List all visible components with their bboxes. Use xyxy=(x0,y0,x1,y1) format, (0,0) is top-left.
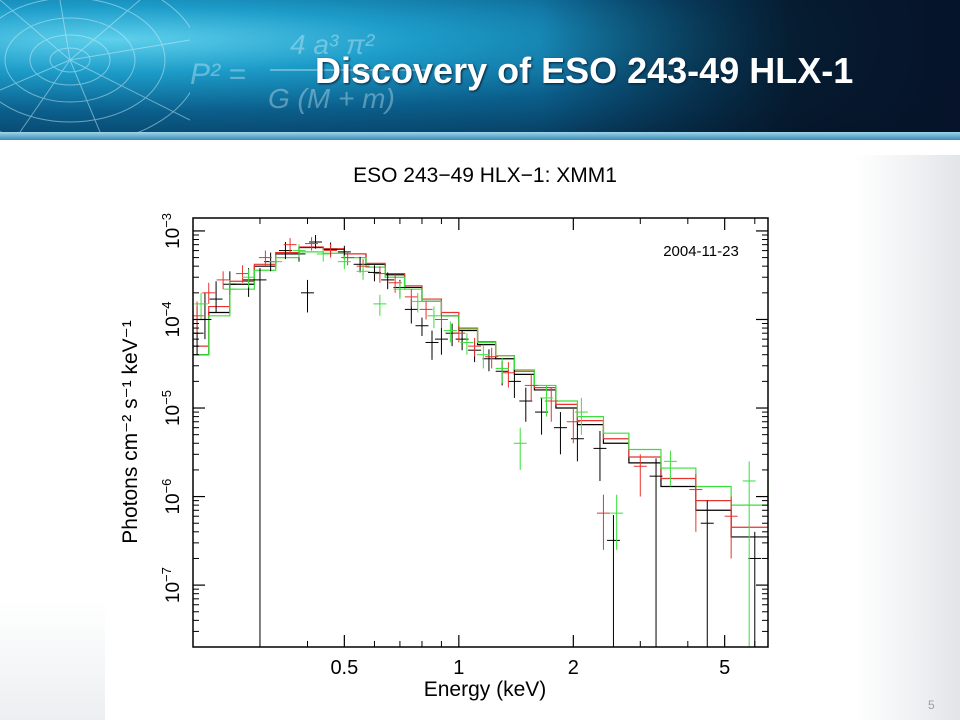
data-point xyxy=(519,387,533,422)
page-number: 5 xyxy=(928,698,935,712)
x-tick-label: 2 xyxy=(568,657,579,679)
data-point xyxy=(460,333,474,355)
data-point xyxy=(482,349,496,372)
data-point xyxy=(258,250,272,267)
y-tick-label: 10−6 xyxy=(159,479,184,515)
data-point xyxy=(445,323,459,347)
data-point xyxy=(269,254,283,270)
data-point xyxy=(341,251,355,266)
data-point xyxy=(324,244,338,258)
banner-divider xyxy=(0,132,960,140)
data-point xyxy=(419,301,433,320)
data-point xyxy=(373,294,387,316)
slide-title: Discovery of ESO 243-49 HLX-1 xyxy=(315,50,854,91)
formula-lhs: P² = xyxy=(190,58,246,91)
data-point xyxy=(393,281,407,300)
kepler-formula-graphic: P² = 4 a³ π² G (M + m) xyxy=(190,29,430,114)
data-point xyxy=(700,500,714,647)
data-point xyxy=(337,255,351,270)
formula-denominator: G (M + m) xyxy=(268,83,395,114)
data-point xyxy=(553,412,567,455)
data-point xyxy=(649,458,663,647)
data-point xyxy=(236,265,250,283)
data-point xyxy=(501,362,515,388)
data-point xyxy=(724,496,738,559)
data-point xyxy=(223,279,237,302)
data-point xyxy=(209,281,223,313)
y-tick-label: 10−7 xyxy=(159,567,184,603)
data-point xyxy=(535,397,549,435)
data-point xyxy=(495,357,509,384)
data-point xyxy=(606,514,620,647)
data-point xyxy=(381,272,395,290)
data-point xyxy=(425,330,439,360)
data-point xyxy=(663,450,677,487)
data-point xyxy=(468,337,482,357)
data-point xyxy=(301,279,314,313)
data-point xyxy=(574,397,588,435)
data-point xyxy=(689,473,703,532)
plot-frame xyxy=(192,217,769,648)
banner-dark-gradient xyxy=(540,0,960,132)
data-point xyxy=(194,292,208,320)
data-point xyxy=(434,312,448,329)
data-point xyxy=(292,244,306,258)
data-point xyxy=(748,531,762,647)
data-point xyxy=(513,427,527,470)
data-point xyxy=(633,454,647,497)
title-banner: P² = 4 a³ π² G (M + m) Discovery of ESO … xyxy=(0,0,960,132)
data-point xyxy=(353,256,367,273)
y-tick-label: 10−4 xyxy=(159,301,184,337)
formula-numerator: 4 a³ π² xyxy=(290,29,376,60)
spectrum-chart: ESO 243−49 HLX−1: XMM1 0.5 1 2 5 10−710−610… xyxy=(119,164,769,701)
data-point xyxy=(316,247,330,262)
data-point xyxy=(610,494,624,550)
data-point xyxy=(593,431,607,481)
data-point xyxy=(566,408,580,444)
data-point xyxy=(415,317,429,337)
data-point xyxy=(242,269,256,288)
model-line-1 xyxy=(193,246,768,528)
data-point xyxy=(434,328,448,355)
data-point xyxy=(253,268,267,647)
x-axis-label: Energy (keV) xyxy=(424,678,547,701)
data-point xyxy=(476,344,490,369)
chart-title: ESO 243−49 HLX−1: XMM1 xyxy=(353,164,617,187)
x-tick-label: 0.5 xyxy=(330,657,358,679)
data-point xyxy=(404,289,418,307)
data-point xyxy=(524,374,538,402)
spectrum-figure: ESO 243−49 HLX−1: XMM1 0.5 1 2 5 10−7 10−6 10… xyxy=(105,140,855,720)
data-point xyxy=(356,264,370,280)
data-point xyxy=(305,237,319,251)
date-annotation: 2004-11-23 xyxy=(663,243,739,260)
y-axis-label: Photons cm⁻² s⁻¹ keV⁻¹ xyxy=(119,320,142,543)
data-point xyxy=(539,385,553,417)
y-axis: 10−7 10−6 10−5 10−4 10−3 xyxy=(159,213,768,648)
data-point xyxy=(485,347,499,369)
data-point xyxy=(452,325,466,343)
data-point xyxy=(427,306,441,329)
data-point xyxy=(193,306,204,355)
data-point xyxy=(507,369,521,398)
x-tick-label: 1 xyxy=(453,657,464,679)
data-point xyxy=(596,494,610,550)
x-axis: 0.5 1 2 5 xyxy=(192,218,756,679)
data-point xyxy=(742,461,756,647)
plot-area xyxy=(193,234,769,647)
data-point xyxy=(202,282,216,304)
data-point xyxy=(443,321,457,343)
data-point xyxy=(283,238,297,252)
spacetime-grid-graphic xyxy=(0,0,190,132)
bottom-decoration xyxy=(0,600,110,720)
data-point xyxy=(411,292,425,313)
data-point xyxy=(216,271,230,290)
data-point xyxy=(373,266,387,283)
y-tick-label: 10−3 xyxy=(159,213,184,249)
model-line-0 xyxy=(193,246,769,559)
y-tick-label: 10−5 xyxy=(159,390,184,426)
x-tick-label: 5 xyxy=(719,657,730,679)
model-line-2 xyxy=(193,251,769,506)
side-decoration xyxy=(855,155,960,720)
